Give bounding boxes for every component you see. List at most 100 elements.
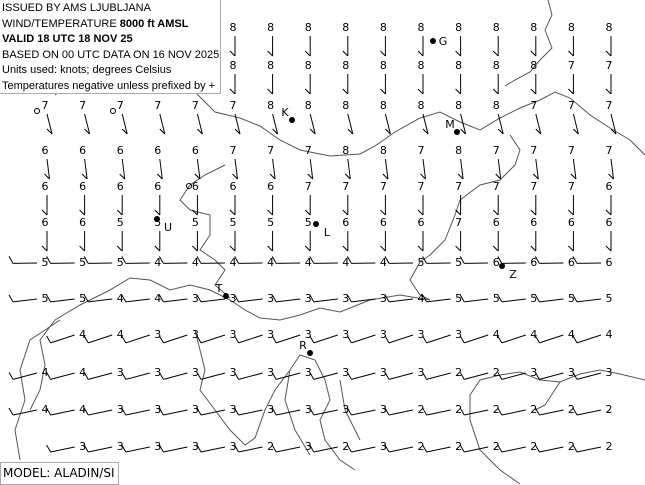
- temperature-label: 7: [154, 99, 161, 112]
- wind-barb: [272, 445, 300, 452]
- wind-barb: [305, 231, 310, 251]
- temperature-label: 7: [568, 59, 575, 72]
- wind-barb: [423, 408, 451, 415]
- wind-barb: [84, 335, 112, 343]
- wind-barb: [573, 295, 601, 302]
- temperature-label: 3: [117, 366, 124, 379]
- wind-barb: [460, 372, 488, 379]
- station-dot: [430, 38, 436, 44]
- wind-barb: [117, 195, 122, 215]
- temperature-label: 3: [305, 440, 312, 453]
- wind-barb: [9, 256, 37, 263]
- temperature-label: 8: [418, 21, 425, 34]
- temperature-label: 3: [530, 366, 537, 379]
- temperature-label: 8: [380, 21, 387, 34]
- temperature-label: 4: [418, 292, 425, 305]
- station-label: U: [164, 221, 172, 234]
- temperature-label: 6: [117, 144, 124, 157]
- temperature-label: 3: [380, 292, 387, 305]
- wind-barb: [531, 195, 536, 215]
- temperature-label: 2: [267, 440, 274, 453]
- wind-barb: [423, 114, 428, 134]
- temperature-label: 6: [79, 180, 86, 193]
- wind-barb: [573, 256, 601, 263]
- wind-barb: [233, 159, 238, 179]
- temperature-label: 4: [79, 328, 86, 341]
- wind-barb: [47, 372, 75, 379]
- temperature-label: 2: [418, 403, 425, 416]
- wind-barb: [310, 114, 315, 134]
- wind-barb: [385, 114, 390, 134]
- wind-barb: [460, 256, 488, 263]
- temperature-label: 2: [493, 366, 500, 379]
- temperature-label: 2: [455, 440, 462, 453]
- temperature-label: 8: [230, 21, 237, 34]
- temperature-label: 7: [568, 180, 575, 193]
- wind-barb: [418, 36, 423, 56]
- wind-barb: [571, 159, 576, 179]
- wind-barb: [47, 335, 75, 343]
- temperature-label: 7: [192, 99, 199, 112]
- temperature-label: 8: [305, 21, 312, 34]
- wind-barb: [418, 231, 423, 251]
- wind-barb: [82, 159, 87, 179]
- wind-barb: [385, 335, 413, 343]
- station-dot: [313, 221, 319, 227]
- town-marker-icon: [35, 109, 40, 114]
- wind-barb: [385, 295, 413, 302]
- temperature-label: 5: [305, 216, 312, 229]
- temperature-label: 2: [530, 403, 537, 416]
- wind-barb: [573, 335, 601, 343]
- temperature-label: 8: [342, 21, 349, 34]
- wind-barb: [498, 295, 526, 302]
- wind-barb: [568, 36, 573, 56]
- wind-barb: [192, 231, 197, 251]
- temperature-label: 4: [79, 403, 86, 416]
- temperature-label: 5: [79, 292, 86, 305]
- temperature-label: 3: [230, 440, 237, 453]
- temperature-label: 6: [192, 144, 199, 157]
- temperature-label: 6: [192, 180, 199, 193]
- wind-barb: [155, 195, 160, 215]
- temperature-label: 7: [42, 99, 49, 112]
- temperature-label: 4: [154, 256, 161, 269]
- temperature-label: 8: [305, 99, 312, 112]
- wind-barb: [159, 256, 187, 263]
- temperature-label: 2: [493, 440, 500, 453]
- temperature-label: 3: [192, 440, 199, 453]
- wind-barb: [531, 231, 536, 251]
- wind-barb: [159, 335, 187, 343]
- wind-barb: [380, 36, 385, 56]
- wind-barb: [268, 195, 273, 215]
- wind-barb: [573, 372, 601, 379]
- wind-barb: [568, 74, 573, 94]
- wind-barb: [47, 114, 52, 134]
- temperature-label: 4: [530, 328, 537, 341]
- wind-barb: [85, 114, 90, 134]
- temperature-label: 8: [455, 99, 462, 112]
- wind-barb: [380, 195, 385, 215]
- temperature-label: 4: [568, 328, 575, 341]
- wind-barb: [122, 372, 150, 379]
- town-marker-icon: [111, 109, 116, 114]
- wind-barb: [535, 445, 563, 452]
- station-dot: [307, 350, 313, 356]
- wind-barb: [270, 159, 275, 179]
- temperature-label: 5: [493, 292, 500, 305]
- temperature-label: 8: [418, 99, 425, 112]
- temperature-label: 3: [606, 366, 613, 379]
- wind-barb: [498, 408, 526, 415]
- issued-by: ISSUED BY AMS LJUBLJANA: [2, 1, 220, 17]
- wind-barb: [535, 408, 563, 415]
- wind-barb: [421, 159, 426, 179]
- wind-barb: [80, 195, 85, 215]
- temperature-label: 3: [117, 440, 124, 453]
- wind-barb: [418, 195, 423, 215]
- temperature-label: 6: [568, 256, 575, 269]
- coast-islands: [15, 320, 360, 460]
- wind-barb: [460, 408, 488, 415]
- wind-barb: [155, 231, 160, 251]
- temperature-label: 6: [606, 180, 613, 193]
- temperature-label: 7: [305, 180, 312, 193]
- temperature-label: 5: [230, 216, 237, 229]
